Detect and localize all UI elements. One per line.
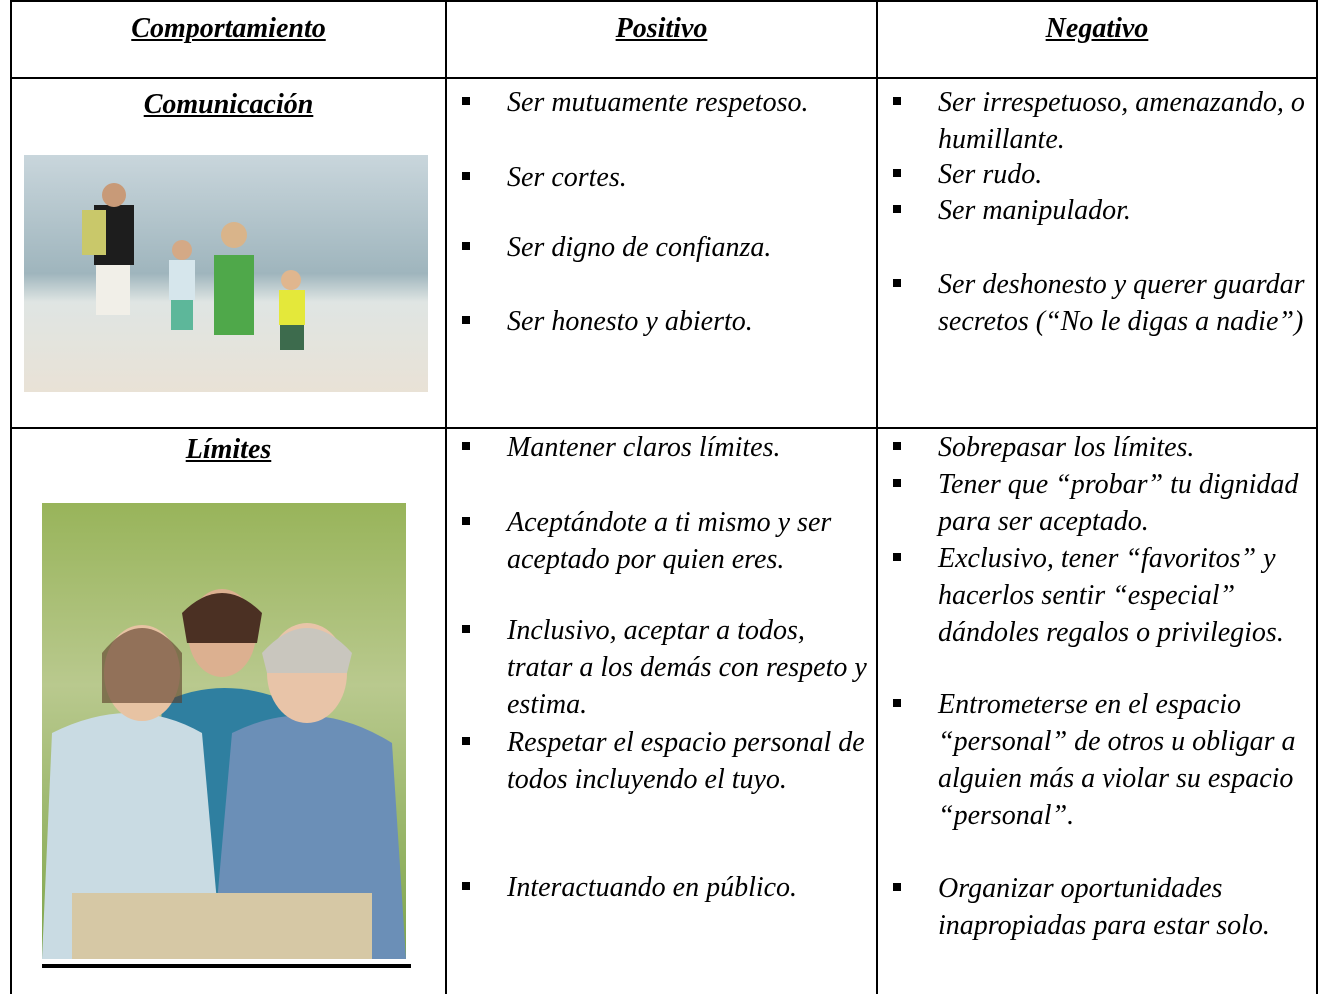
negative-item: Sobrepasar los límites. bbox=[938, 432, 1195, 463]
column-header: Negativo bbox=[1045, 13, 1149, 44]
bullet bbox=[462, 97, 470, 105]
positive-item: Interactuando en público. bbox=[507, 872, 798, 903]
border bbox=[10, 77, 1318, 79]
positive-item: Ser digno de confianza. bbox=[507, 232, 772, 263]
behavior-label: Límites bbox=[185, 434, 272, 465]
bullet bbox=[462, 625, 470, 633]
bullet bbox=[462, 882, 470, 890]
negative-item: Exclusivo, tener “favoritos” y hacerlos … bbox=[938, 543, 1284, 648]
negative-item: Ser rudo. bbox=[938, 159, 1043, 190]
negative-item: Tener que “probar” tu dignidad para ser … bbox=[938, 469, 1299, 537]
border bbox=[10, 427, 1318, 429]
column-header: Positivo bbox=[615, 13, 708, 44]
photo-family-beach bbox=[24, 155, 428, 392]
positive-item: Aceptándote a ti mismo y ser aceptado po… bbox=[507, 507, 832, 575]
bullet bbox=[462, 442, 470, 450]
bullet bbox=[893, 699, 901, 707]
negative-item: Ser deshonesto y querer guardar secretos… bbox=[938, 269, 1305, 337]
positive-item: Ser mutuamente respetoso. bbox=[507, 87, 809, 118]
bullet bbox=[893, 205, 901, 213]
bullet bbox=[893, 169, 901, 177]
bullet bbox=[893, 442, 901, 450]
bullet bbox=[893, 97, 901, 105]
bullet bbox=[893, 479, 901, 487]
photo-women-park bbox=[42, 503, 406, 959]
border bbox=[876, 0, 878, 994]
bullet bbox=[893, 883, 901, 891]
positive-item: Ser cortes. bbox=[507, 162, 627, 193]
bullet bbox=[893, 279, 901, 287]
border bbox=[1316, 0, 1318, 994]
bullet bbox=[462, 737, 470, 745]
negative-item: Entrometerse en el espacio “personal” de… bbox=[938, 689, 1296, 831]
column-header: Comportamiento bbox=[131, 13, 326, 44]
bullet bbox=[893, 553, 901, 561]
border bbox=[10, 0, 1318, 2]
behavior-label: Comunicación bbox=[143, 89, 314, 120]
bullet bbox=[462, 242, 470, 250]
bullet bbox=[462, 316, 470, 324]
positive-item: Respetar el espacio personal de todos in… bbox=[507, 727, 865, 795]
bullet bbox=[462, 517, 470, 525]
positive-item: Ser honesto y abierto. bbox=[507, 306, 753, 337]
rule bbox=[42, 964, 411, 968]
border bbox=[10, 0, 12, 994]
bullet bbox=[462, 172, 470, 180]
negative-item: Ser manipulador. bbox=[938, 195, 1131, 226]
negative-item: Ser irrespetuoso, amenazando, o humillan… bbox=[938, 87, 1305, 155]
positive-item: Mantener claros límites. bbox=[507, 432, 781, 463]
positive-item: Inclusivo, aceptar a todos, tratar a los… bbox=[507, 615, 867, 720]
border bbox=[445, 0, 447, 994]
negative-item: Organizar oportunidades inapropiadas par… bbox=[938, 873, 1270, 941]
